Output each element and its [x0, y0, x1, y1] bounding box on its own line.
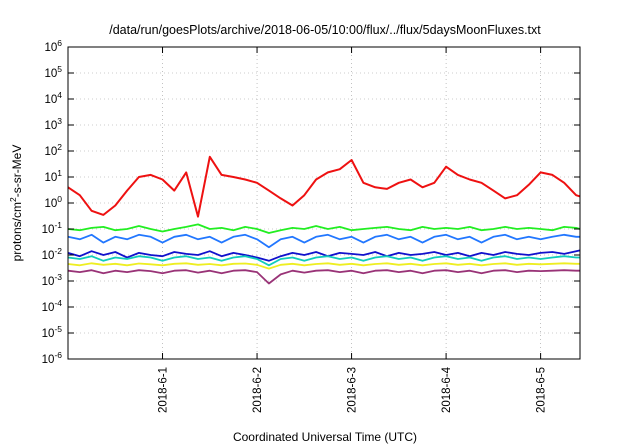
- x-tick-label: 2018-6-3: [347, 367, 359, 413]
- x-tick-label: 2018-6-4: [441, 366, 453, 413]
- y-axis-label: protons/cm2-s-sr-MeV: [8, 145, 24, 262]
- series-layer: [67, 155, 581, 285]
- y-tick-label: 10-3: [42, 272, 63, 288]
- y-tick-label: 10-1: [42, 220, 63, 236]
- y-tick-label: 104: [44, 90, 62, 106]
- chart-title: /data/run/goesPlots/archive/2018-06-05/1…: [109, 23, 541, 37]
- x-axis: 2018-6-1 2018-6-2 2018-6-3 2018-6-4 2018-6-5: [158, 47, 548, 413]
- y-tick-label: 106: [44, 38, 62, 54]
- grid: [68, 47, 580, 359]
- y-axis: 10-6 10-5 10-4 10-3 10-2 10-1 100 101 102 103 104 1…: [42, 38, 580, 366]
- y-tick-label: 10-5: [42, 324, 63, 340]
- series-line: [67, 262, 580, 270]
- series-line: [67, 233, 580, 249]
- y-tick-label: 10-2: [42, 246, 63, 262]
- y-tick-label: 105: [44, 64, 62, 80]
- y-tick-label: 100: [44, 194, 62, 210]
- x-tick-label: 2018-6-2: [252, 367, 264, 413]
- y-tick-label: 101: [44, 168, 62, 184]
- x-tick-label: 2018-6-5: [536, 367, 548, 413]
- y-tick-label: 10-6: [42, 350, 63, 366]
- x-tick-label: 2018-6-1: [158, 367, 170, 413]
- y-tick-label: 10-4: [42, 298, 63, 314]
- y-tick-label: 102: [44, 142, 62, 158]
- series-line: [67, 223, 581, 234]
- series-line: [67, 255, 580, 267]
- series-line: [67, 269, 580, 285]
- series-line: [67, 155, 581, 218]
- y-tick-label: 103: [44, 116, 62, 132]
- x-axis-label: Coordinated Universal Time (UTC): [233, 430, 417, 444]
